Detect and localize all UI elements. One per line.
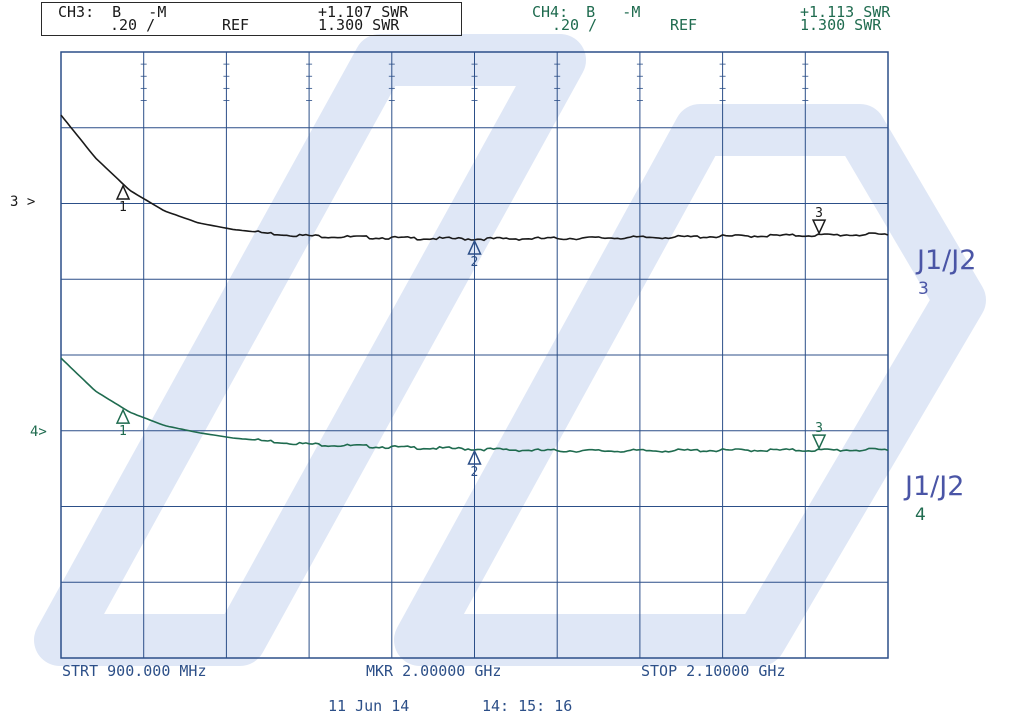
sweep-start: STRT 900.000 MHz <box>62 662 207 680</box>
ch4-line2-left: .20 / <box>552 16 598 34</box>
ch3-line2-left: .20 / <box>110 16 156 34</box>
trace-markers: 1 2 3 1 2 3 <box>115 184 827 480</box>
marker-label: 2 <box>471 465 479 480</box>
ch4-line2-mid: REF <box>670 16 698 34</box>
ch3-ref-marker: 3 > <box>10 194 36 210</box>
ch4-line1-right: +1.113 SWR <box>800 3 891 21</box>
ch4-ref-marker: 4> <box>30 424 47 440</box>
marker-label: 3 <box>815 206 823 221</box>
plot-grid <box>60 51 889 659</box>
marker-label: 3 <box>815 421 823 436</box>
trace-label-ch4: J1/J2 <box>905 471 965 502</box>
time-stamp: 14: 15: 16 <box>482 697 573 715</box>
marker-readout: MKR 2.00000 GHz <box>366 662 502 680</box>
watermark-logo <box>34 34 986 666</box>
sweep-stop: STOP 2.10000 GHz <box>641 662 786 680</box>
ch3-line1-right: +1.107 SWR <box>318 3 409 21</box>
ch4-line2-right: 1.300 SWR <box>800 16 882 34</box>
marker-triangle <box>811 219 827 235</box>
ch4-line1-left: CH4: B -M <box>532 3 641 21</box>
watermark-stroke <box>34 34 586 666</box>
ch3-line2-mid: REF <box>222 16 250 34</box>
watermark-stroke <box>394 104 986 666</box>
marker-label: 2 <box>471 255 479 270</box>
ch3-line2-right: 1.300 SWR <box>318 16 400 34</box>
trace-label-ch3-sub: 3 <box>918 279 929 299</box>
marker-triangle <box>115 408 131 424</box>
marker-triangle <box>467 449 482 465</box>
marker-triangle <box>811 434 827 450</box>
marker-label: 1 <box>119 200 127 215</box>
ch3-line1-left: CH3: B -M <box>58 3 167 21</box>
ch3-header-box <box>41 2 462 36</box>
marker-label: 1 <box>119 424 127 439</box>
marker-triangle <box>467 239 482 255</box>
date-stamp: 11 Jun 14 <box>328 697 410 715</box>
trace-label-ch4-sub: 4 <box>915 505 926 525</box>
trace-label-ch3: J1/J2 <box>917 245 977 276</box>
marker-triangle <box>115 184 131 200</box>
